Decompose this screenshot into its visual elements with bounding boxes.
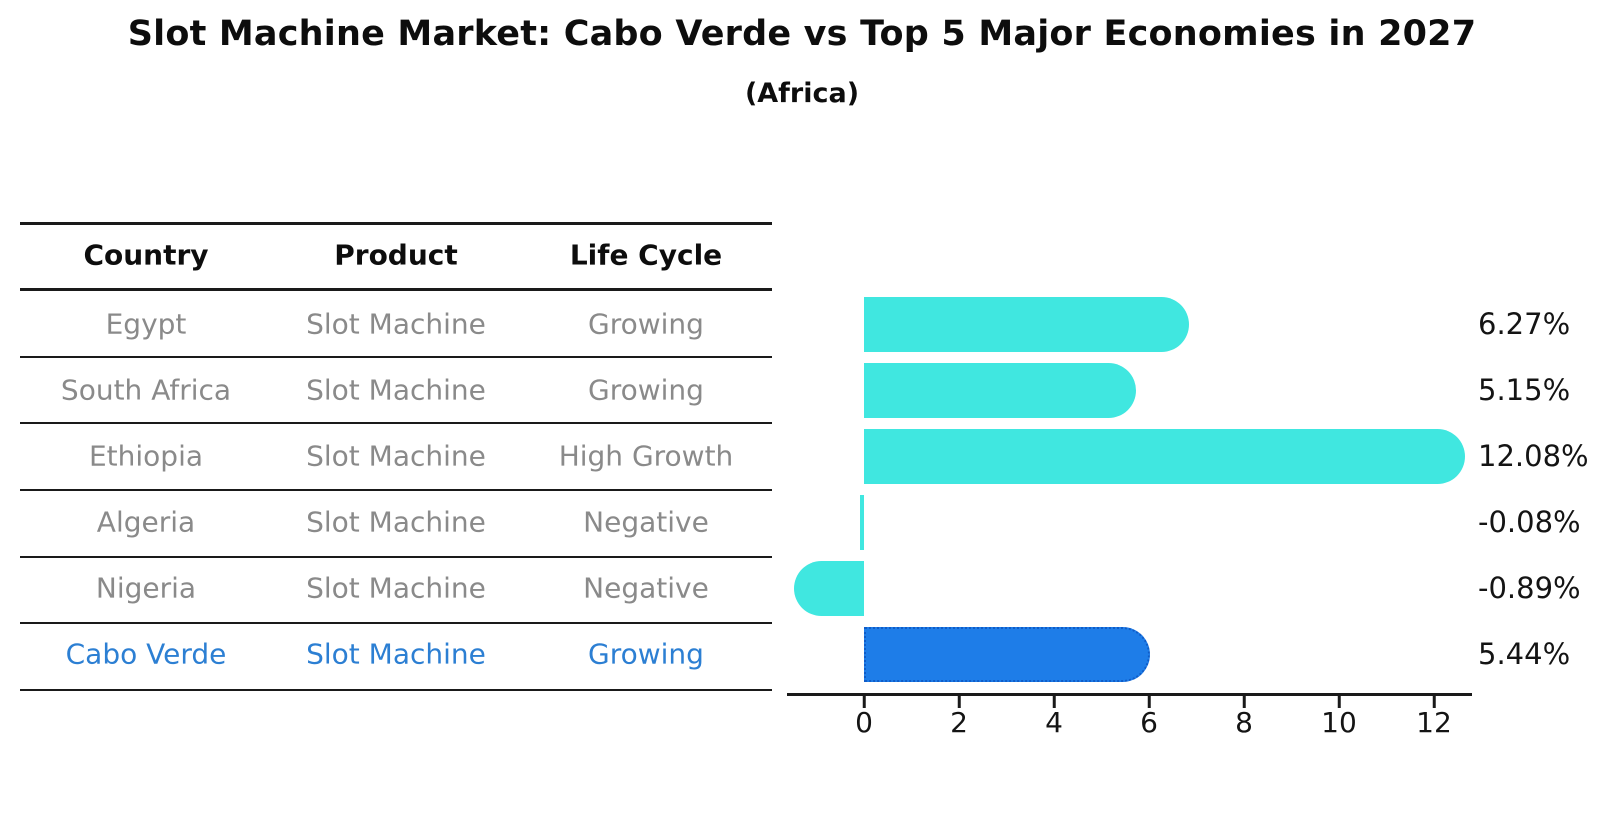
table-cell-country: South Africa — [60, 373, 232, 407]
table-cell-product: Slot Machine — [306, 439, 486, 473]
table-bottom-rule — [20, 689, 772, 691]
x-axis-line — [787, 693, 1472, 696]
chart-title: Slot Machine Market: Cabo Verde vs Top 5… — [127, 14, 1477, 54]
table-cell-life-cycle: Growing — [588, 373, 704, 407]
x-tick-mark — [1242, 695, 1246, 708]
table-cell-product-highlight: Slot Machine — [306, 637, 486, 671]
x-tick-mark — [957, 695, 961, 708]
table-cell-country: Algeria — [96, 505, 196, 539]
table-header-product: Product — [334, 238, 458, 272]
bar-ethiopia — [864, 428, 1466, 484]
bar-algeria — [860, 494, 864, 550]
bar-egypt — [864, 296, 1190, 352]
value-label-ethiopia: 12.08% — [1478, 439, 1589, 473]
table-header-rule — [20, 288, 772, 291]
chart-subtitle: (Africa) — [744, 78, 860, 109]
value-label-south-africa: 5.15% — [1478, 373, 1571, 407]
table-cell-product: Slot Machine — [306, 571, 486, 605]
bar-nigeria — [794, 560, 864, 616]
x-tick-label: 4 — [1045, 706, 1063, 739]
x-tick-mark — [1432, 695, 1436, 708]
x-tick-mark — [1337, 695, 1341, 708]
table-cell-country: Egypt — [105, 307, 187, 341]
table-row-rule — [20, 422, 772, 424]
value-label-algeria: -0.08% — [1478, 505, 1581, 539]
table-row-rule — [20, 356, 772, 358]
table-cell-life-cycle: Negative — [583, 571, 709, 605]
bar-cabo-verde — [864, 626, 1150, 682]
value-label-egypt: 6.27% — [1478, 307, 1571, 341]
table-header-country: Country — [83, 238, 209, 272]
x-tick-label: 6 — [1140, 706, 1158, 739]
x-tick-mark — [1147, 695, 1151, 708]
table-cell-life-cycle: Growing — [588, 307, 704, 341]
table-cell-product: Slot Machine — [306, 505, 486, 539]
bar-south-africa — [864, 362, 1137, 418]
table-row-rule — [20, 489, 772, 491]
table-cell-country: Ethiopia — [88, 439, 204, 473]
x-tick-mark — [1052, 695, 1056, 708]
table-row-rule — [20, 556, 772, 558]
x-tick-label: 2 — [950, 706, 968, 739]
table-top-rule — [20, 222, 772, 225]
table-cell-life-cycle: Negative — [583, 505, 709, 539]
table-row-rule — [20, 622, 772, 624]
x-tick-label: 0 — [855, 706, 873, 739]
x-tick-mark — [862, 695, 866, 708]
table-header-life-cycle: Life Cycle — [569, 238, 723, 272]
value-label-cabo-verde: 5.44% — [1478, 637, 1571, 671]
x-tick-label: 10 — [1321, 706, 1357, 739]
x-tick-label: 12 — [1416, 706, 1452, 739]
table-cell-country: Nigeria — [95, 571, 197, 605]
table-cell-country-highlight: Cabo Verde — [65, 637, 227, 671]
table-cell-life-cycle: High Growth — [558, 439, 734, 473]
value-label-nigeria: -0.89% — [1478, 571, 1581, 605]
table-cell-product: Slot Machine — [306, 373, 486, 407]
table-cell-life-cycle-highlight: Growing — [588, 637, 704, 671]
x-tick-label: 8 — [1235, 706, 1253, 739]
table-cell-product: Slot Machine — [306, 307, 486, 341]
